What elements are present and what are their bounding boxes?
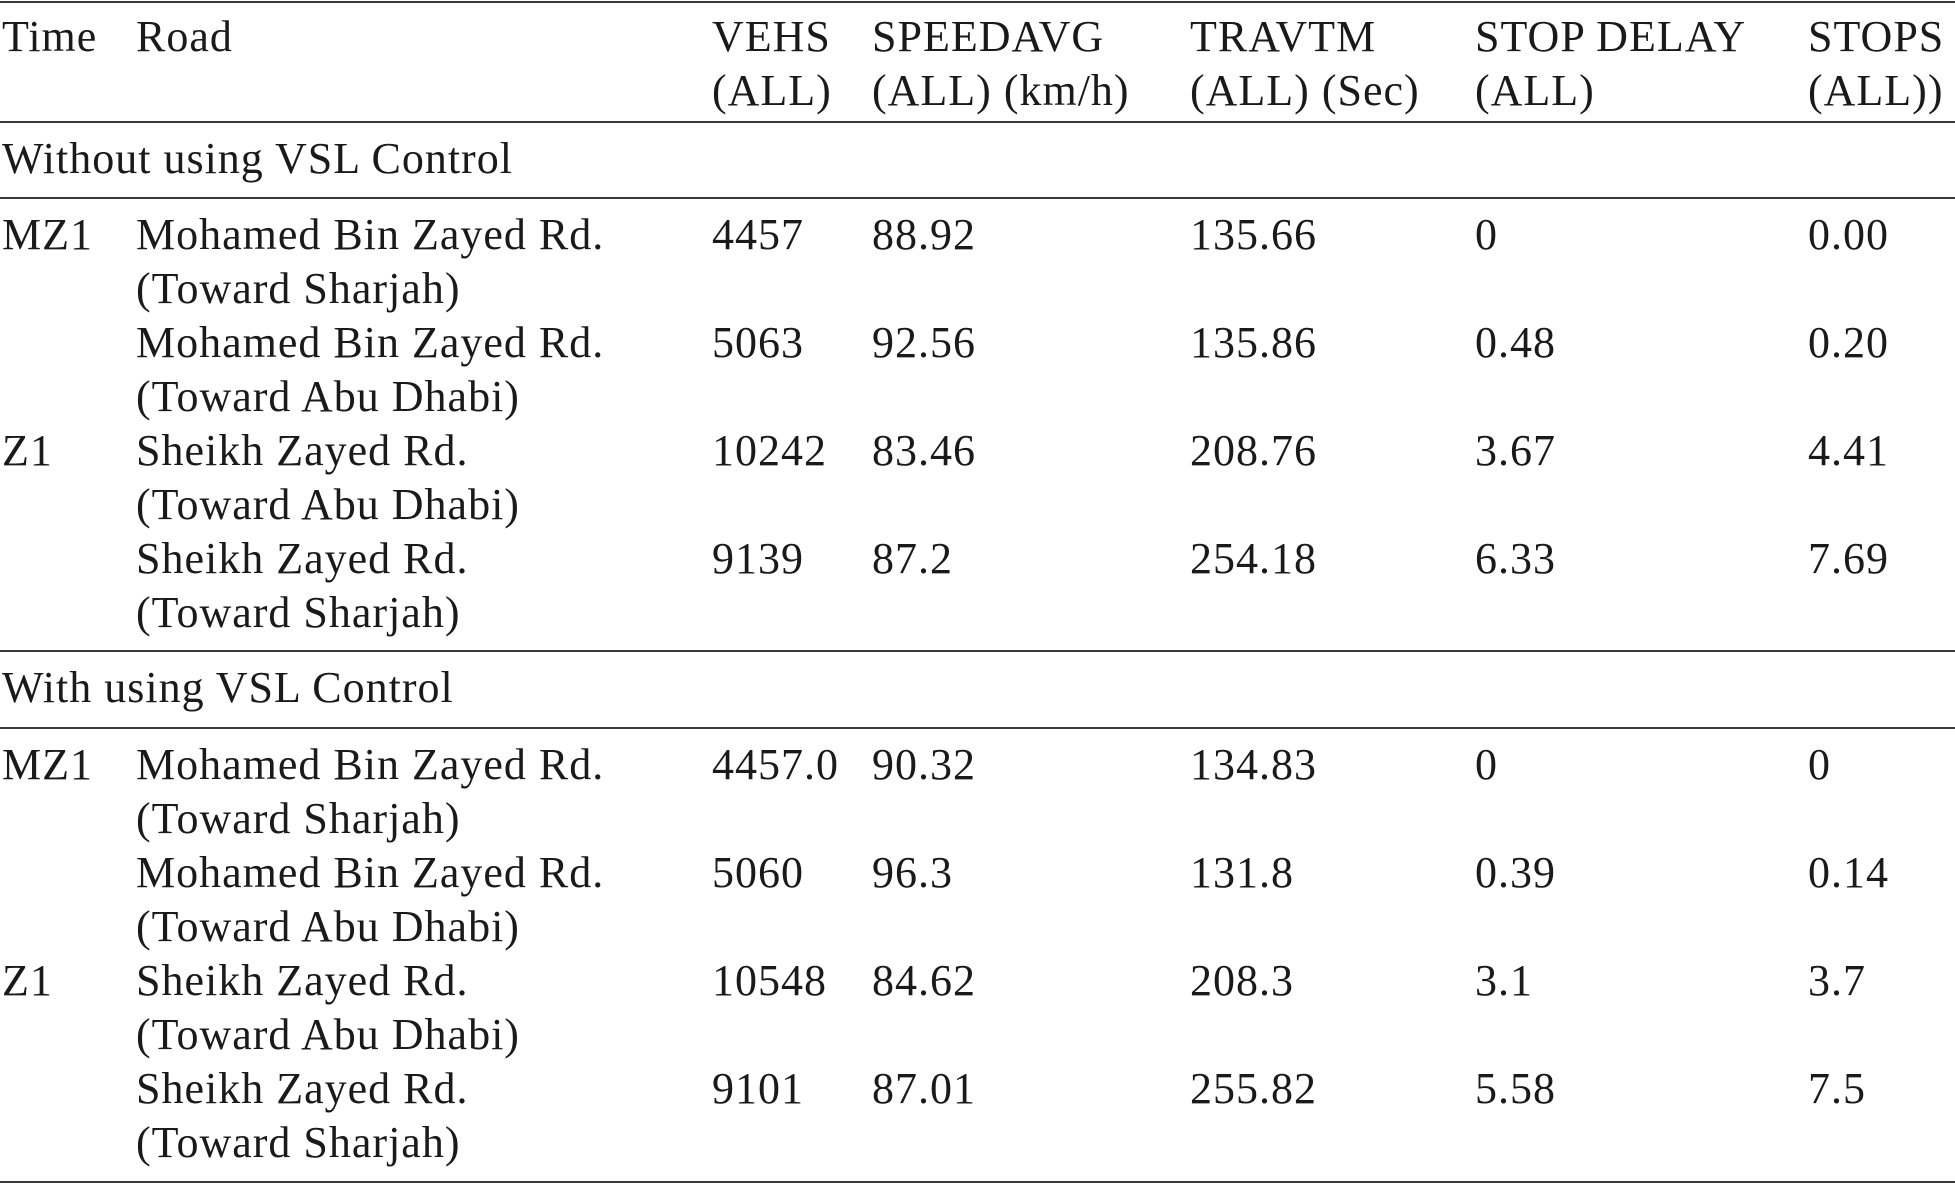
- section-2-rule: [0, 727, 1955, 729]
- cell-road-line-2: (Toward Abu Dhabi): [136, 480, 520, 529]
- cell-stop-delay: 0.48: [1475, 318, 1556, 367]
- cell-speedavg: 90.32: [872, 740, 976, 789]
- header-vehs-line-1: VEHS: [712, 12, 831, 61]
- cell-time: MZ1: [2, 210, 93, 259]
- header-road-line-1: Road: [136, 12, 233, 61]
- cell-road-line-2: (Toward Abu Dhabi): [136, 902, 520, 951]
- cell-road-line-1: Sheikh Zayed Rd.: [136, 956, 469, 1005]
- section-2-top-rule: [0, 650, 1955, 652]
- cell-vehs: 4457: [712, 210, 804, 259]
- cell-stop-delay: 6.33: [1475, 534, 1556, 583]
- cell-travtm: 255.82: [1190, 1064, 1317, 1113]
- section-1-rule: [0, 197, 1955, 199]
- cell-road-line-1: Mohamed Bin Zayed Rd.: [136, 210, 605, 259]
- cell-vehs: 9101: [712, 1064, 804, 1113]
- cell-speedavg: 83.46: [872, 426, 976, 475]
- cell-travtm: 208.3: [1190, 956, 1294, 1005]
- cell-vehs: 10242: [712, 426, 827, 475]
- top-rule: [0, 1, 1955, 3]
- cell-stops: 0.14: [1808, 848, 1889, 897]
- header-speedavg-line-2: (ALL) (km/h): [872, 66, 1130, 115]
- header-stops-line-2: (ALL)): [1808, 66, 1944, 115]
- header-stop-delay-line-2: (ALL): [1475, 66, 1595, 115]
- cell-road-line-1: Mohamed Bin Zayed Rd.: [136, 848, 605, 897]
- header-travtm: TRAVTM (ALL) (Sec): [1190, 10, 1420, 118]
- cell-travtm: 131.8: [1190, 848, 1294, 897]
- header-travtm-line-2: (ALL) (Sec): [1190, 66, 1420, 115]
- cell-stops: 7.69: [1808, 534, 1889, 583]
- cell-time: Z1: [2, 426, 53, 475]
- cell-stops: 3.7: [1808, 956, 1866, 1005]
- cell-road-line-1: Mohamed Bin Zayed Rd.: [136, 318, 605, 367]
- header-vehs: VEHS (ALL): [712, 10, 832, 118]
- cell-speedavg: 92.56: [872, 318, 976, 367]
- cell-road: Sheikh Zayed Rd. (Toward Sharjah): [136, 1062, 469, 1170]
- cell-road-line-1: Mohamed Bin Zayed Rd.: [136, 740, 605, 789]
- bottom-rule: [0, 1181, 1955, 1183]
- cell-road-line-1: Sheikh Zayed Rd.: [136, 1064, 469, 1113]
- header-rule: [0, 121, 1955, 123]
- cell-road-line-1: Sheikh Zayed Rd.: [136, 534, 469, 583]
- cell-stop-delay: 3.1: [1475, 956, 1533, 1005]
- header-speedavg-line-1: SPEEDAVG: [872, 12, 1105, 61]
- cell-road: Sheikh Zayed Rd. (Toward Abu Dhabi): [136, 424, 520, 532]
- header-travtm-line-1: TRAVTM: [1190, 12, 1377, 61]
- header-stops-line-1: STOPS: [1808, 12, 1945, 61]
- header-stop-delay: STOP DELAY (ALL): [1475, 10, 1746, 118]
- cell-vehs: 9139: [712, 534, 804, 583]
- cell-road-line-2: (Toward Sharjah): [136, 264, 461, 313]
- section-title-with-vsl: With using VSL Control: [2, 663, 454, 712]
- cell-road: Mohamed Bin Zayed Rd. (Toward Abu Dhabi): [136, 846, 604, 954]
- cell-vehs: 4457.0: [712, 740, 839, 789]
- cell-travtm: 254.18: [1190, 534, 1317, 583]
- cell-travtm: 135.66: [1190, 210, 1317, 259]
- cell-travtm: 134.83: [1190, 740, 1317, 789]
- header-stops: STOPS (ALL)): [1808, 10, 1944, 118]
- header-speedavg: SPEEDAVG (ALL) (km/h): [872, 10, 1130, 118]
- cell-road: Sheikh Zayed Rd. (Toward Abu Dhabi): [136, 954, 520, 1062]
- cell-speedavg: 96.3: [872, 848, 953, 897]
- cell-stop-delay: 3.67: [1475, 426, 1556, 475]
- cell-road-line-2: (Toward Sharjah): [136, 588, 461, 637]
- cell-speedavg: 88.92: [872, 210, 976, 259]
- cell-speedavg: 87.2: [872, 534, 953, 583]
- cell-stops: 0.00: [1808, 210, 1889, 259]
- cell-stops: 4.41: [1808, 426, 1889, 475]
- cell-road-line-1: Sheikh Zayed Rd.: [136, 426, 469, 475]
- cell-road: Mohamed Bin Zayed Rd. (Toward Sharjah): [136, 738, 604, 846]
- cell-time: Z1: [2, 956, 53, 1005]
- cell-vehs: 10548: [712, 956, 827, 1005]
- cell-road-line-2: (Toward Abu Dhabi): [136, 1010, 520, 1059]
- cell-vehs: 5063: [712, 318, 804, 367]
- cell-stops: 0.20: [1808, 318, 1889, 367]
- cell-stop-delay: 5.58: [1475, 1064, 1556, 1113]
- cell-road-line-2: (Toward Sharjah): [136, 1118, 461, 1167]
- cell-stop-delay: 0: [1475, 740, 1498, 789]
- header-stop-delay-line-1: STOP DELAY: [1475, 12, 1747, 61]
- header-vehs-line-2: (ALL): [712, 66, 832, 115]
- cell-stop-delay: 0: [1475, 210, 1498, 259]
- cell-road-line-2: (Toward Sharjah): [136, 794, 461, 843]
- cell-stops: 7.5: [1808, 1064, 1866, 1113]
- cell-road: Sheikh Zayed Rd. (Toward Sharjah): [136, 532, 469, 640]
- header-road: Road: [136, 10, 233, 64]
- cell-time: MZ1: [2, 740, 93, 789]
- cell-travtm: 208.76: [1190, 426, 1317, 475]
- cell-road: Mohamed Bin Zayed Rd. (Toward Sharjah): [136, 208, 604, 316]
- cell-stop-delay: 0.39: [1475, 848, 1556, 897]
- cell-vehs: 5060: [712, 848, 804, 897]
- section-title-without-vsl: Without using VSL Control: [2, 134, 513, 183]
- header-time-line-1: Time: [2, 12, 98, 61]
- cell-road-line-2: (Toward Abu Dhabi): [136, 372, 520, 421]
- header-time: Time: [2, 10, 97, 64]
- cell-travtm: 135.86: [1190, 318, 1317, 367]
- cell-road: Mohamed Bin Zayed Rd. (Toward Abu Dhabi): [136, 316, 604, 424]
- cell-speedavg: 84.62: [872, 956, 976, 1005]
- cell-stops: 0: [1808, 740, 1831, 789]
- cell-speedavg: 87.01: [872, 1064, 976, 1113]
